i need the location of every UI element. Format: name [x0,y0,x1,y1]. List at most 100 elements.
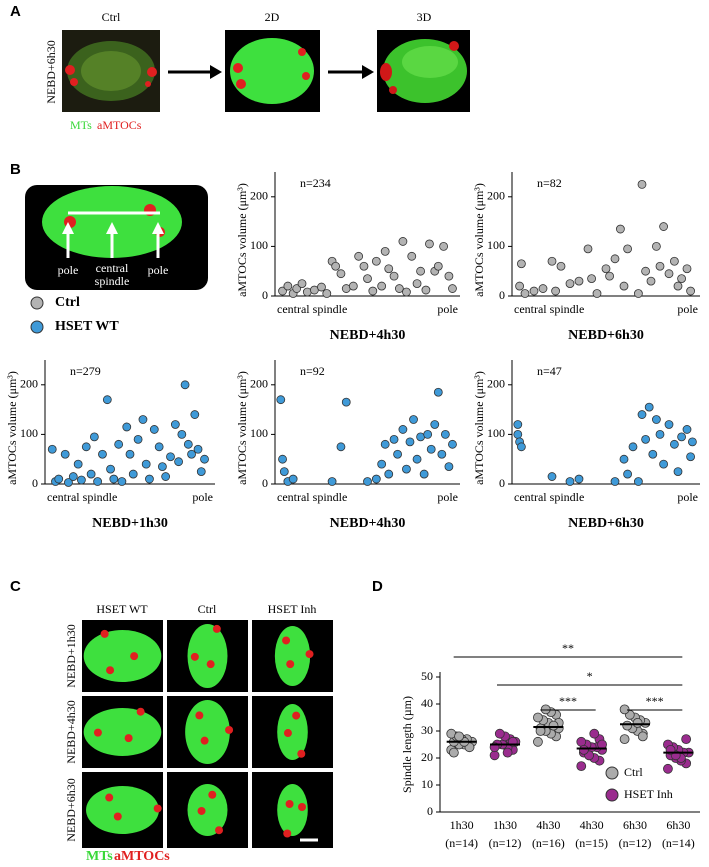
point [278,454,287,464]
point [174,457,184,467]
legend-marker [30,320,44,334]
point [384,469,394,479]
column-label: HSET Inh [268,602,317,616]
point [430,420,440,429]
point [348,281,358,291]
point [196,467,206,477]
point [393,449,402,459]
point [409,415,418,424]
point [416,266,426,276]
significance-label: * [587,669,593,683]
point [619,704,630,715]
point [77,475,86,485]
point [619,281,629,291]
micrograph-grid [82,620,333,848]
row-label: NEBD+6h30 [64,778,78,841]
point [670,439,679,449]
amtoc [125,735,131,741]
point [125,449,135,459]
legend-marker [30,296,44,310]
point [405,437,415,447]
point [98,449,107,459]
legend-amtocs: aMTOCs [114,849,170,864]
point [89,432,99,442]
point [161,472,171,481]
point [278,286,287,296]
point [533,712,543,723]
point [336,442,346,452]
legend-label: Ctrl [55,295,80,310]
y-axis-label: Spindle length (µm) [400,696,414,793]
point [565,279,575,289]
point [377,281,387,291]
point [200,454,209,464]
point [402,287,411,297]
x-axis-label: central spindle [277,302,347,316]
y-axis-label: aMTOCs volume (μm³) [472,183,486,297]
amtoc [115,813,121,819]
point [663,763,673,774]
legend-label: Ctrl [624,765,643,779]
point [114,439,124,449]
point [673,281,683,291]
point [517,442,526,452]
amtoc [192,654,198,660]
point [664,269,674,279]
point [616,224,625,234]
point [180,380,190,390]
point [547,256,557,266]
point [425,239,434,249]
point [659,459,668,469]
point [380,439,390,449]
y-tick-label: 100 [250,426,268,440]
point [389,271,399,281]
amtoc [202,738,208,744]
x-axis-label: pole [677,490,698,504]
x-axis-label: central spindle [514,490,584,504]
point [448,284,457,293]
annotation: n=279 [70,364,101,378]
point [433,261,443,271]
y-tick-label: 100 [487,426,505,440]
legend-label: HSET Inh [624,787,673,801]
point [439,241,449,251]
point [433,387,443,397]
point [574,474,584,484]
point [54,474,64,484]
point [398,237,408,246]
point [681,734,692,744]
point [644,402,654,412]
spindle [187,624,228,688]
point [652,415,661,424]
y-tick-label: 200 [487,189,505,203]
amtoc [299,804,305,810]
render-2d [225,30,320,112]
render-3d [377,30,470,112]
legend-amtocs: aMTOCs [97,118,142,132]
point [288,474,298,484]
point [363,274,372,284]
point [673,467,683,477]
legend-mts: MTs [86,849,113,864]
point [122,422,132,432]
point [279,467,289,477]
point [576,761,587,771]
point [371,474,381,484]
point [154,442,164,452]
x-tick-note: (n=14) [445,836,478,850]
amtoc [297,749,306,758]
point [421,285,431,295]
y-tick-label: 50 [421,669,433,683]
x-tick-note: (n=15) [575,836,608,850]
arrow [168,65,374,79]
point [533,736,543,747]
amtoc [287,661,293,667]
x-axis-label: pole [192,490,213,504]
point [583,244,593,254]
point [622,720,633,731]
point [444,271,454,281]
point [193,444,203,454]
point [117,477,127,486]
point [548,720,559,731]
point [574,276,584,286]
